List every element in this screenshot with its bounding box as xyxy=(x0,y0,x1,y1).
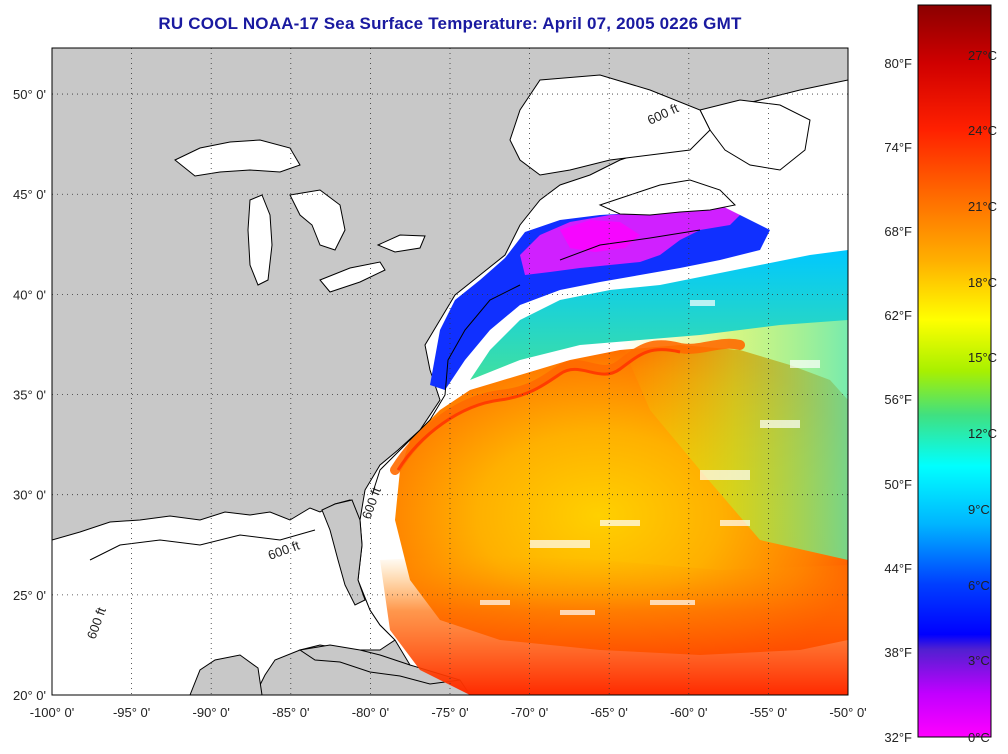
celsius-label: 21°C xyxy=(968,199,997,214)
lake-ontario xyxy=(376,234,426,253)
fahrenheit-label: 50°F xyxy=(884,477,912,492)
celsius-label: 3°C xyxy=(968,653,990,668)
florida xyxy=(321,499,366,606)
lake-erie xyxy=(319,261,386,293)
yucatan xyxy=(189,654,263,695)
celsius-label: 0°C xyxy=(968,730,990,745)
sst-east-cooler xyxy=(620,305,848,560)
celsius-label: 15°C xyxy=(968,350,997,365)
colorbar-celsius-labels: 27°C 24°C 21°C 18°C 15°C 12°C 9°C 6°C 3°C 0°C xyxy=(968,48,997,745)
latitude-tick-label: 20° 0' xyxy=(13,688,46,703)
latitude-tick-label: 30° 0' xyxy=(13,488,46,503)
latitude-tick-label: 40° 0' xyxy=(13,287,46,302)
gulf-stream-meander xyxy=(390,338,745,475)
sst-shelf-cold xyxy=(430,210,770,390)
longitude-tick-label: -90° 0' xyxy=(193,705,230,720)
latitude-tick-label: 50° 0' xyxy=(13,87,46,102)
celsius-label: 12°C xyxy=(968,426,997,441)
map-frame xyxy=(51,47,849,696)
lake-huron xyxy=(289,189,346,251)
longitude-tick-label: -75° 0' xyxy=(431,705,468,720)
longitude-tick-label: -60° 0' xyxy=(670,705,707,720)
fahrenheit-label: 80°F xyxy=(884,56,912,71)
latitude-tick-label: 45° 0' xyxy=(13,187,46,202)
nova-scotia xyxy=(598,179,737,216)
longitude-tick-label: -55° 0' xyxy=(750,705,787,720)
sst-slope-water xyxy=(470,250,848,380)
colorbar-fahrenheit-labels: 80°F 74°F 68°F 62°F 56°F 50°F 44°F 38°F 32°F xyxy=(884,56,912,745)
longitude-tick-label: -80° 0' xyxy=(352,705,389,720)
longitude-tick-label: -100° 0' xyxy=(30,705,75,720)
sst-magenta-patch xyxy=(560,220,640,252)
map-area: 600 ft 600 ft 600 ft 600 ft xyxy=(52,48,848,695)
longitude-tick-label: -50° 0' xyxy=(829,705,866,720)
longitude-axis: -100° 0' -95° 0' -90° 0' -85° 0' -80° 0' -75°… xyxy=(30,705,867,720)
longitude-tick-label: -85° 0' xyxy=(272,705,309,720)
celsius-label: 9°C xyxy=(968,502,990,517)
fahrenheit-label: 74°F xyxy=(884,140,912,155)
celsius-label: 18°C xyxy=(968,275,997,290)
fahrenheit-label: 44°F xyxy=(884,561,912,576)
colorbar xyxy=(917,4,992,738)
longitude-tick-label: -65° 0' xyxy=(591,705,628,720)
lake-michigan xyxy=(247,194,273,286)
fahrenheit-label: 32°F xyxy=(884,730,912,745)
latitude-tick-label: 35° 0' xyxy=(13,388,46,403)
celsius-label: 6°C xyxy=(968,578,990,593)
cloud-speckle xyxy=(480,300,820,615)
fahrenheit-label: 56°F xyxy=(884,392,912,407)
lake-superior xyxy=(174,139,301,177)
longitude-tick-label: -70° 0' xyxy=(511,705,548,720)
latitude-axis: 20° 0' 25° 0' 30° 0' 35° 0' 40° 0' 45° 0' 50° … xyxy=(13,87,46,703)
gulf-st-lawrence xyxy=(509,74,711,176)
fahrenheit-label: 62°F xyxy=(884,308,912,323)
celsius-label: 27°C xyxy=(968,48,997,63)
fahrenheit-label: 68°F xyxy=(884,224,912,239)
latitude-tick-label: 25° 0' xyxy=(13,588,46,603)
newfoundland xyxy=(699,99,811,171)
map-title: RU COOL NOAA-17 Sea Surface Temperature:… xyxy=(158,14,742,33)
celsius-label: 24°C xyxy=(968,123,997,138)
depth-contour-600ft xyxy=(89,229,701,561)
longitude-tick-label: -95° 0' xyxy=(113,705,150,720)
fahrenheit-label: 38°F xyxy=(884,645,912,660)
sst-south-warm xyxy=(380,555,848,695)
